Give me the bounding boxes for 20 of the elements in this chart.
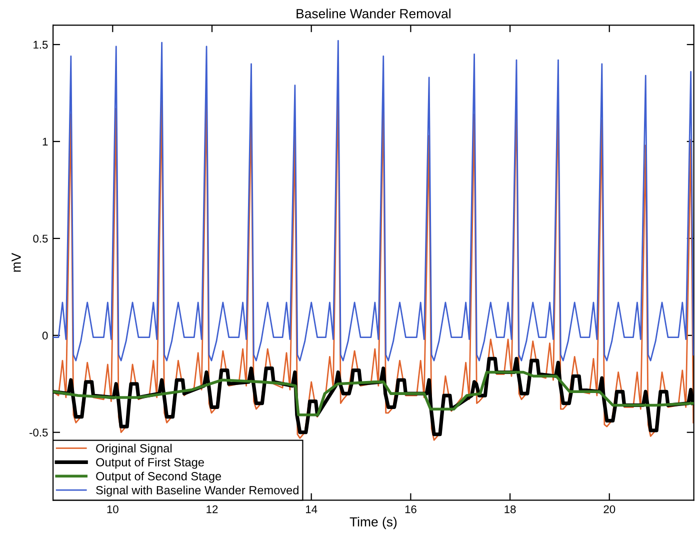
x-tick-label: 12 xyxy=(206,505,218,514)
line-series xyxy=(53,40,694,362)
x-tick-label: 10 xyxy=(107,505,118,514)
y-tick-label: 0 xyxy=(42,332,48,340)
x-tick-label: 20 xyxy=(604,505,616,514)
x-tick-label: 14 xyxy=(306,505,318,514)
line-series xyxy=(53,370,694,416)
legend-label: Output of First Stage xyxy=(96,458,204,469)
y-tick-label: -0.5 xyxy=(30,428,48,436)
y-axis-title: mV xyxy=(12,252,21,272)
y-tick-label: 1.5 xyxy=(34,40,48,49)
legend-label: Output of Second Stage xyxy=(96,472,222,483)
y-tick-label: 0.5 xyxy=(33,234,48,243)
x-tick-label: 16 xyxy=(405,505,416,514)
legend-label: Original Signal xyxy=(96,444,172,455)
y-tick-label: 1 xyxy=(42,138,48,146)
x-axis-title: Time (s) xyxy=(350,516,397,530)
chart-title: Baseline Wander Removal xyxy=(296,8,450,18)
x-tick-label: 18 xyxy=(504,505,516,514)
legend-label: Signal with Baseline Wander Removed xyxy=(96,486,298,497)
